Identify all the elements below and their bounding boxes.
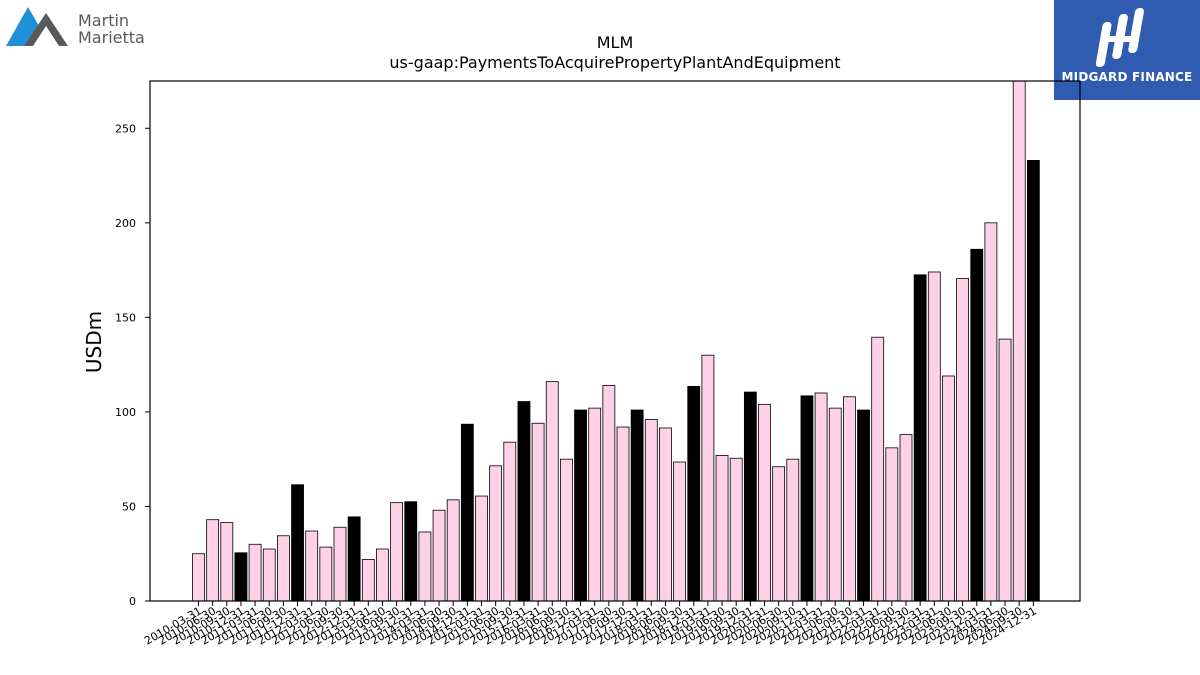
mountain-logo-icon	[6, 7, 68, 46]
bar-2020-06-30	[772, 466, 786, 602]
bar-2014-09-30	[446, 499, 460, 602]
bar-2024-03-31	[984, 222, 998, 602]
logo-wordmark: Martin Marietta	[78, 12, 145, 46]
logo-text-line1: Martin	[78, 11, 130, 30]
bar-2014-06-30	[432, 509, 446, 602]
y-axis-label: USDm	[82, 311, 106, 373]
y-axis-ticks: 0 50 100 150 200 250	[115, 122, 150, 608]
bar-2024-12-31	[1026, 160, 1040, 602]
bar-2017-09-30	[616, 426, 630, 602]
bar-2022-12-31	[913, 274, 927, 602]
y-tick-label: 50	[122, 500, 136, 513]
logo-text-line2: Marietta	[78, 28, 145, 47]
bar-2012-06-30	[319, 546, 333, 602]
bar-2012-03-31	[305, 530, 319, 602]
y-tick-label: 100	[115, 406, 136, 419]
bar-2011-09-30	[276, 535, 290, 602]
y-tick-label: 0	[129, 595, 136, 608]
chart-subtitle: us-gaap:PaymentsToAcquirePropertyPlantAn…	[389, 53, 840, 72]
bar-2015-12-31	[517, 401, 531, 602]
bar-2018-12-31	[687, 385, 701, 602]
midgard-finance-logo: MIDGARD FINANCE	[1054, 0, 1200, 100]
plot-frame	[149, 80, 1081, 602]
bar-2022-03-31	[871, 336, 885, 602]
y-tick-label: 200	[115, 217, 136, 230]
bar-2013-06-30	[376, 548, 389, 602]
bar-2011-03-31	[248, 543, 262, 602]
bar-2021-03-31	[814, 392, 828, 602]
y-tick-label: 250	[115, 122, 136, 135]
bar-2020-12-31	[800, 395, 814, 602]
bar-2024-09-30	[1012, 80, 1026, 602]
bar-2011-06-30	[262, 548, 276, 602]
midgard-emblem-icon	[1095, 8, 1144, 67]
bar-2020-03-31	[758, 403, 771, 602]
y-tick-label: 150	[115, 311, 136, 324]
bar-2017-03-31	[588, 407, 602, 602]
bar-2023-06-30	[942, 375, 955, 602]
bar-2019-12-31	[743, 391, 757, 602]
bar-2016-03-31	[531, 422, 545, 602]
bar-2023-12-31	[970, 248, 984, 602]
bar-2015-09-30	[503, 441, 517, 602]
bar-2010-12-31	[234, 552, 248, 602]
x-axis-ticks: 2010-03-312010-06-302010-09-302010-12-31…	[142, 601, 1039, 648]
bar-2019-06-30	[715, 454, 729, 602]
bar-2024-06-30	[998, 338, 1012, 602]
bar-2017-12-31	[630, 409, 644, 602]
bar-2010-06-30	[206, 519, 220, 602]
bar-2019-09-30	[729, 457, 743, 602]
bar-2021-06-30	[828, 407, 842, 602]
bar-2014-03-31	[418, 531, 432, 602]
bar-2015-06-30	[489, 465, 503, 602]
midgard-wordmark: MIDGARD FINANCE	[1061, 70, 1193, 84]
bar-2016-06-30	[545, 381, 559, 602]
bar-2017-06-30	[602, 385, 616, 602]
bar-2010-03-31	[192, 553, 205, 602]
bar-2021-12-31	[857, 409, 870, 602]
bar-2016-12-31	[574, 409, 587, 602]
bar-2019-03-31	[701, 354, 715, 602]
bar-2012-12-31	[347, 516, 361, 602]
bar-2010-09-30	[220, 522, 234, 602]
bar-2014-12-31	[460, 423, 474, 602]
bar-2011-12-31	[291, 484, 304, 602]
bar-2022-09-30	[899, 434, 913, 602]
bar-2013-03-31	[361, 559, 375, 602]
bar-2018-03-31	[644, 419, 658, 602]
bar-2018-09-30	[673, 461, 686, 602]
martin-marietta-logo: Martin Marietta	[6, 4, 156, 50]
bar-2012-09-30	[333, 526, 347, 602]
chart-title: MLM	[597, 33, 634, 52]
bar-2016-09-30	[560, 458, 573, 602]
bar-2021-09-30	[843, 396, 856, 602]
bar-2013-09-30	[390, 502, 404, 602]
bars-group	[192, 80, 1040, 602]
bar-2020-09-30	[786, 458, 800, 602]
bar-2022-06-30	[885, 447, 899, 602]
bar-2018-06-30	[659, 427, 672, 602]
bar-2023-09-30	[956, 278, 969, 602]
bar-2013-12-31	[404, 501, 418, 602]
bar-2015-03-31	[475, 495, 488, 602]
bar-2023-03-31	[927, 271, 941, 602]
